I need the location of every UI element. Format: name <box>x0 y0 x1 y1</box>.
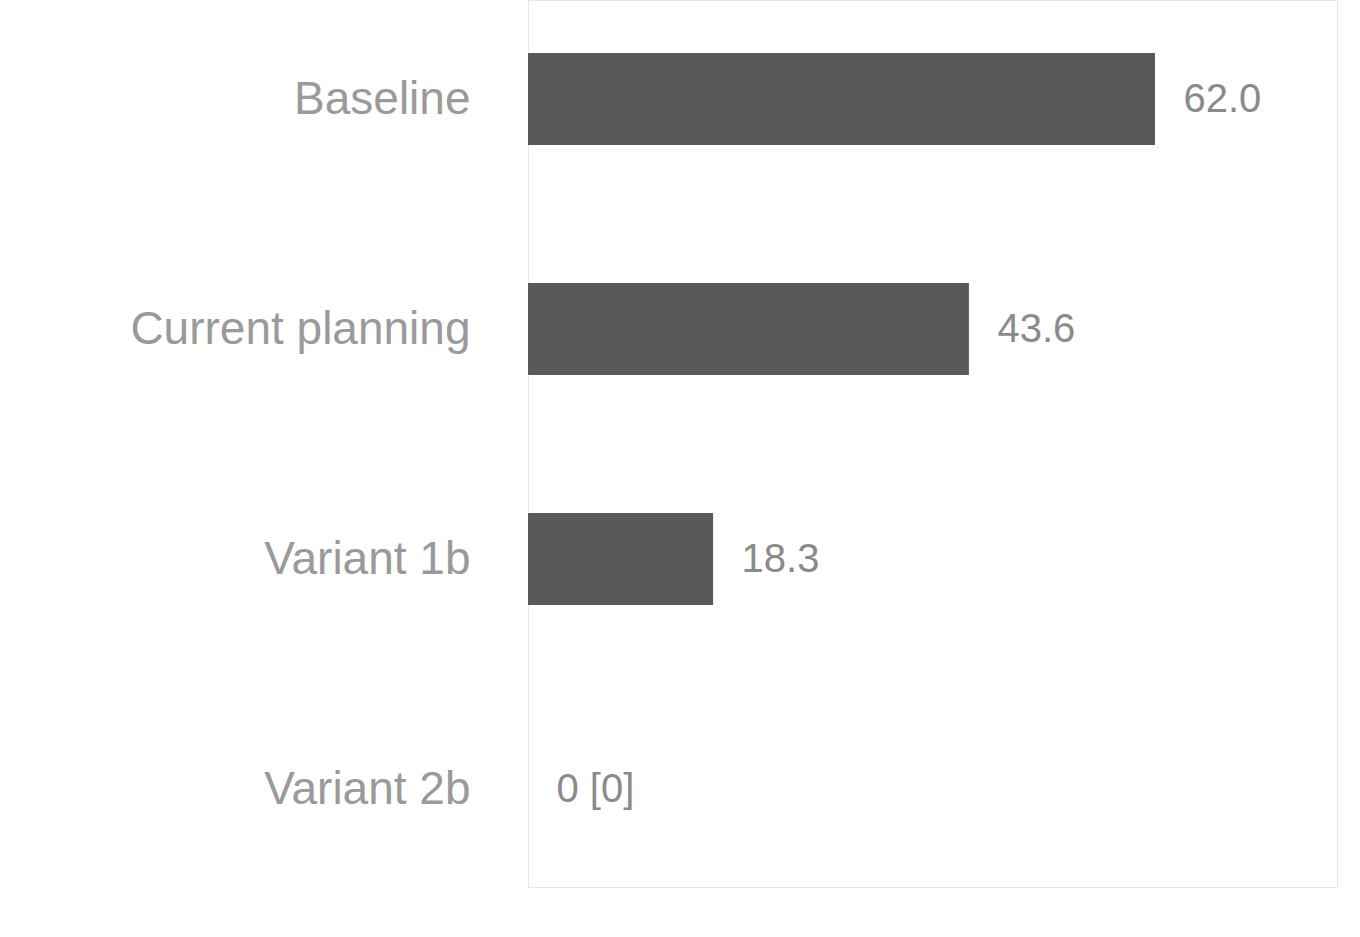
svg-text:Current planning: Current planning <box>130 302 470 354</box>
svg-text:Baseline: Baseline <box>294 72 470 124</box>
svg-text:18.3: 18.3 <box>742 536 820 580</box>
svg-text:43.6: 43.6 <box>997 306 1075 350</box>
svg-text:62.0: 62.0 <box>1183 76 1261 120</box>
svg-text:Variant 1b: Variant 1b <box>264 532 470 584</box>
svg-text:0 [0]: 0 [0] <box>557 766 635 810</box>
svg-text:Variant 2b: Variant 2b <box>264 762 470 814</box>
